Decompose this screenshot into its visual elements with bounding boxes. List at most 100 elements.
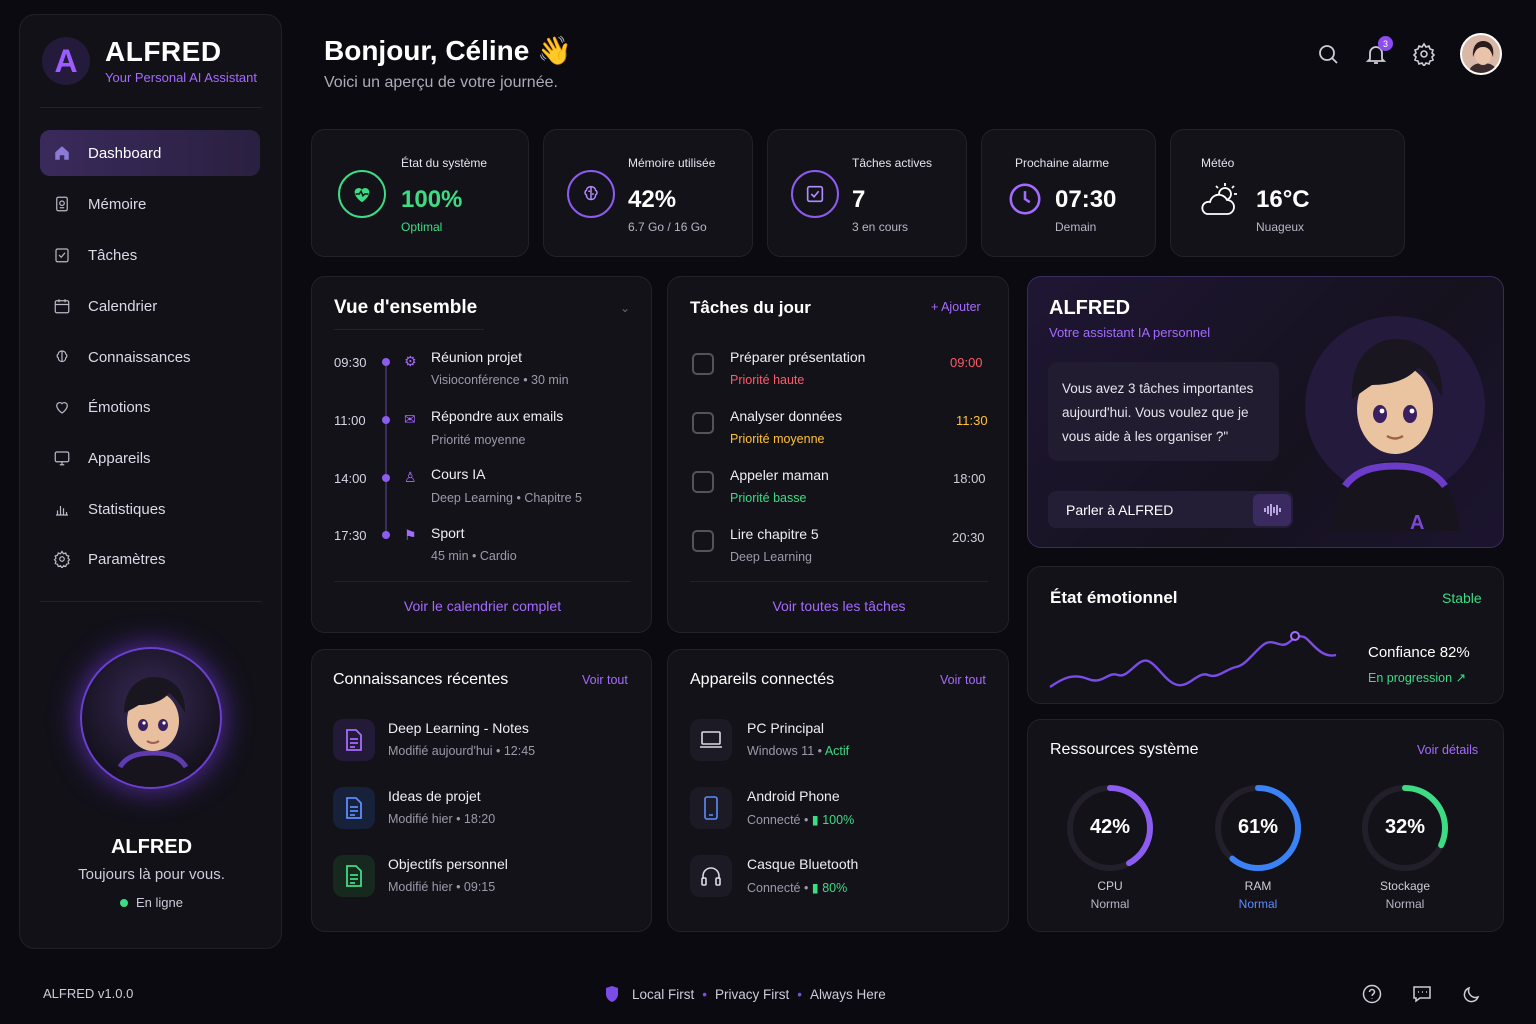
task-checkbox[interactable] bbox=[692, 530, 714, 552]
home-icon bbox=[52, 143, 72, 163]
view-all-knowledge-link[interactable]: Voir tout bbox=[582, 673, 628, 687]
divider bbox=[40, 107, 262, 108]
button-label: Parler à ALFRED bbox=[1066, 501, 1174, 518]
checkbox-icon bbox=[791, 170, 839, 218]
checklist-icon bbox=[52, 245, 72, 265]
sidebar-item-emotions[interactable]: Émotions bbox=[40, 384, 260, 430]
page-title: Bonjour, Céline 👋 bbox=[324, 35, 572, 66]
event-title[interactable]: Réunion projet bbox=[431, 349, 523, 365]
sidebar-item-statistiques[interactable]: Statistiques bbox=[40, 486, 260, 532]
stat-value: 42% bbox=[628, 186, 677, 213]
sidebar-item-parametres[interactable]: Paramètres bbox=[40, 536, 260, 582]
sidebar-item-taches[interactable]: Tâches bbox=[40, 232, 260, 278]
event-title[interactable]: Sport bbox=[431, 525, 465, 541]
task-priority: Priorité moyenne bbox=[730, 432, 825, 446]
avatar[interactable] bbox=[1460, 33, 1502, 75]
device-title[interactable]: PC Principal bbox=[747, 720, 825, 736]
assistant-message: Vous avez 3 tâches importantes aujourd'h… bbox=[1048, 362, 1279, 461]
event-sub: Priorité moyenne bbox=[431, 433, 526, 447]
brand-tagline: Your Personal AI Assistant bbox=[105, 70, 258, 85]
sidebar-item-label: Statistiques bbox=[88, 500, 166, 518]
stat-card-memory: Mémoire utilisée 42% 6.7 Go / 16 Go bbox=[543, 129, 753, 257]
view-calendar-link[interactable]: Voir le calendrier complet bbox=[403, 598, 562, 614]
view-all-devices-link[interactable]: Voir tout bbox=[940, 673, 986, 687]
motto-separator: • bbox=[702, 986, 708, 1002]
task-checkbox[interactable] bbox=[692, 412, 714, 434]
task-title: Appeler maman bbox=[730, 467, 829, 483]
status-badge: En ligne bbox=[20, 895, 283, 910]
tasks-card: Tâches du jour + Ajouter Préparer présen… bbox=[667, 276, 1009, 633]
moon-icon[interactable] bbox=[1462, 984, 1482, 1004]
divider bbox=[334, 581, 631, 582]
clock-icon bbox=[1006, 180, 1044, 218]
stat-sub: 3 en cours bbox=[852, 220, 909, 234]
stat-value: 07:30 bbox=[1055, 186, 1117, 213]
stat-sub: 6.7 Go / 16 Go bbox=[628, 220, 707, 234]
stat-sub: Nuageux bbox=[1256, 220, 1305, 234]
cloud-sun-icon bbox=[1199, 182, 1241, 218]
event-time: 11:00 bbox=[334, 413, 366, 428]
help-icon[interactable] bbox=[1362, 984, 1382, 1004]
device-title[interactable]: Casque Bluetooth bbox=[747, 856, 859, 872]
timeline-dot bbox=[382, 358, 390, 366]
event-title[interactable]: Cours IA bbox=[431, 466, 486, 482]
task-checkbox[interactable] bbox=[692, 471, 714, 493]
talk-to-alfred-button[interactable]: Parler à ALFRED bbox=[1048, 491, 1293, 528]
emotion-status: Stable bbox=[1442, 590, 1482, 606]
knowledge-sub: Modifié hier • 09:15 bbox=[388, 880, 496, 894]
view-details-link[interactable]: Voir détails bbox=[1417, 743, 1479, 757]
sidebar-item-label: Appareils bbox=[88, 449, 151, 467]
voice-wave-icon[interactable] bbox=[1253, 494, 1291, 526]
stat-card-alarm: Prochaine alarme 07:30 Demain bbox=[981, 129, 1156, 257]
gear-icon bbox=[52, 549, 72, 569]
search-icon[interactable] bbox=[1316, 42, 1340, 66]
chat-icon[interactable] bbox=[1412, 984, 1432, 1004]
knowledge-title[interactable]: Objectifs personnel bbox=[388, 856, 508, 872]
ram-gauge: 61% bbox=[1213, 783, 1303, 873]
stat-title: Prochaine alarme bbox=[1015, 156, 1110, 170]
task-title: Préparer présentation bbox=[730, 349, 866, 365]
sidebar-item-connaissances[interactable]: Connaissances bbox=[40, 334, 260, 380]
add-task-button[interactable]: + Ajouter bbox=[931, 300, 981, 314]
sidebar-item-memoire[interactable]: Mémoire bbox=[40, 181, 260, 227]
confidence-value: Confiance 82% bbox=[1368, 644, 1470, 661]
knowledge-title[interactable]: Ideas de projet bbox=[388, 788, 481, 804]
card-title: Connaissances récentes bbox=[333, 671, 509, 688]
card-title: Tâches du jour bbox=[690, 298, 811, 317]
gauge-status: Normal bbox=[1238, 897, 1278, 911]
chevron-down-icon[interactable]: ⌄ bbox=[620, 301, 631, 315]
knowledge-card: Connaissances récentes Voir tout Deep Le… bbox=[311, 649, 652, 932]
sidebar-item-label: Calendrier bbox=[88, 297, 158, 315]
gauge-value: 32% bbox=[1384, 816, 1426, 838]
overview-card: Vue d'ensemble ⌄ 09:30 ⚙ Réunion projet … bbox=[311, 276, 652, 633]
knowledge-title[interactable]: Deep Learning - Notes bbox=[388, 720, 529, 736]
event-sub: Visioconférence • 30 min bbox=[431, 373, 569, 387]
view-all-tasks-link[interactable]: Voir toutes les tâches bbox=[772, 598, 906, 614]
knowledge-sub: Modifié aujourd'hui • 12:45 bbox=[388, 744, 536, 758]
heart-icon bbox=[52, 397, 72, 417]
task-checkbox[interactable] bbox=[692, 353, 714, 375]
battery-icon: ▮ bbox=[811, 813, 819, 827]
monitor-icon bbox=[52, 448, 72, 468]
task-priority: Deep Learning bbox=[730, 550, 813, 564]
trend-text: En progression ↗ bbox=[1368, 671, 1467, 685]
storage-gauge: 32% bbox=[1360, 783, 1450, 873]
card-title: Appareils connectés bbox=[690, 671, 835, 688]
sidebar-item-appareils[interactable]: Appareils bbox=[40, 435, 260, 481]
meeting-icon: ⚙ bbox=[404, 353, 417, 369]
gear-icon[interactable] bbox=[1412, 42, 1436, 66]
stat-title: Mémoire utilisée bbox=[628, 156, 716, 170]
document-icon bbox=[333, 787, 375, 829]
stat-sub: Demain bbox=[1055, 220, 1097, 234]
device-status: Connecté • ▮ 100% bbox=[747, 812, 854, 827]
sidebar-item-label: Émotions bbox=[88, 398, 151, 416]
device-title[interactable]: Android Phone bbox=[747, 788, 840, 804]
sidebar-item-calendrier[interactable]: Calendrier bbox=[40, 283, 260, 329]
page-subtitle: Voici un aperçu de votre journée. bbox=[324, 74, 558, 91]
stat-sub: Optimal bbox=[401, 220, 443, 234]
event-title[interactable]: Répondre aux emails bbox=[431, 408, 564, 424]
task-title: Lire chapitre 5 bbox=[730, 526, 819, 542]
event-sub: Deep Learning • Chapitre 5 bbox=[431, 491, 583, 505]
sidebar-item-dashboard[interactable]: Dashboard bbox=[40, 130, 260, 176]
stat-value: 100% bbox=[401, 186, 463, 213]
